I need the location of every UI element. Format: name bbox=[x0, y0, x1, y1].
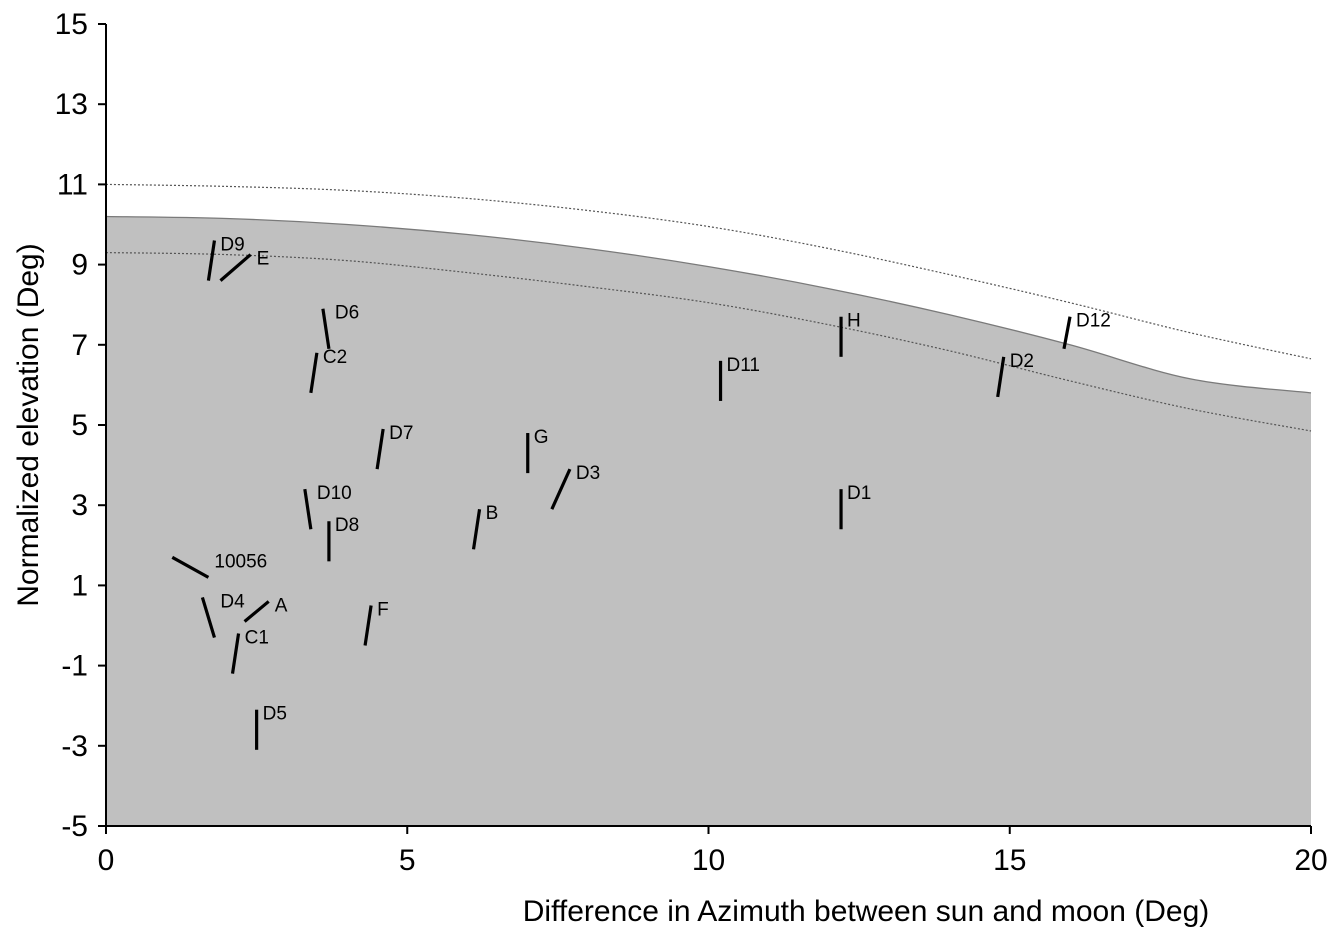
segment-10056 bbox=[171, 555, 210, 579]
x-tick-label: 20 bbox=[1294, 844, 1327, 877]
y-tick-label: 7 bbox=[71, 329, 88, 362]
y-tick-label: -1 bbox=[61, 650, 88, 683]
x-axis-label: Difference in Azimuth between sun and mo… bbox=[523, 895, 1210, 928]
segment-d12 bbox=[1062, 316, 1072, 350]
segment-label: C2 bbox=[323, 347, 347, 368]
segment-d6 bbox=[321, 308, 331, 350]
y-tick-label: 9 bbox=[71, 249, 88, 282]
segment-label: D7 bbox=[389, 423, 413, 444]
segment-label: D1 bbox=[847, 483, 871, 504]
segment-d9 bbox=[206, 240, 217, 281]
segment-label: D9 bbox=[220, 235, 244, 256]
x-tick-label: 0 bbox=[98, 844, 115, 877]
segment-b bbox=[471, 508, 482, 550]
data-segments bbox=[171, 240, 1072, 750]
segment-d2 bbox=[996, 356, 1006, 398]
curves bbox=[105, 183, 1312, 432]
segment-f bbox=[363, 605, 373, 646]
y-tick-label: 11 bbox=[57, 168, 88, 201]
segment-a bbox=[243, 600, 270, 623]
shaded-region bbox=[106, 216, 1311, 826]
segment-label: D8 bbox=[335, 515, 359, 536]
segment-d3 bbox=[550, 468, 572, 510]
segment-label: D6 bbox=[335, 303, 359, 324]
y-tick-label: 5 bbox=[71, 409, 88, 442]
y-tick-label: 15 bbox=[55, 8, 88, 41]
x-tick-label: 15 bbox=[993, 844, 1026, 877]
segment-label: C1 bbox=[245, 628, 269, 649]
segment-label: A bbox=[275, 595, 288, 616]
segment-label: H bbox=[847, 311, 861, 332]
y-tick-label: 13 bbox=[55, 88, 88, 121]
segment-label: D3 bbox=[576, 463, 600, 484]
y-axis-label: Normalized elevation (Deg) bbox=[12, 243, 45, 607]
segment-label: 10056 bbox=[214, 551, 267, 572]
segment-c1 bbox=[230, 633, 241, 674]
segment-label: D12 bbox=[1076, 311, 1111, 332]
segment-e bbox=[219, 253, 252, 282]
segment-d10 bbox=[303, 488, 313, 530]
y-tick-label: 1 bbox=[71, 569, 88, 602]
axes bbox=[98, 23, 1312, 834]
segment-label: D2 bbox=[1010, 351, 1034, 372]
segment-label: G bbox=[534, 427, 549, 448]
segment-label: D4 bbox=[220, 591, 245, 612]
segment-label: D11 bbox=[727, 355, 760, 376]
y-tick-label: 3 bbox=[71, 489, 88, 522]
y-tick-label: -5 bbox=[61, 810, 88, 843]
segment-d4 bbox=[200, 596, 216, 638]
segment-d7 bbox=[375, 428, 385, 470]
segment-label: F bbox=[377, 600, 389, 621]
data-labels: D9 E D6 C2 D7 D10 D8 10056 D4 A C1 D5 F B G D3 D11 H D1 D2 D… bbox=[214, 235, 1110, 725]
segment-label: D5 bbox=[263, 704, 287, 725]
shaded-area bbox=[106, 216, 1311, 826]
solid-curve bbox=[105, 215, 1312, 394]
segment-label: E bbox=[257, 249, 270, 270]
segment-c2 bbox=[309, 352, 319, 394]
segment-label: B bbox=[486, 503, 499, 524]
dotted-curve-2 bbox=[105, 252, 1312, 432]
x-tick-label: 10 bbox=[692, 844, 725, 877]
dotted-curve-1 bbox=[105, 183, 1312, 360]
x-tick-label: 5 bbox=[399, 844, 416, 877]
segment-label: D10 bbox=[317, 483, 352, 504]
y-tick-label: -3 bbox=[61, 730, 88, 763]
